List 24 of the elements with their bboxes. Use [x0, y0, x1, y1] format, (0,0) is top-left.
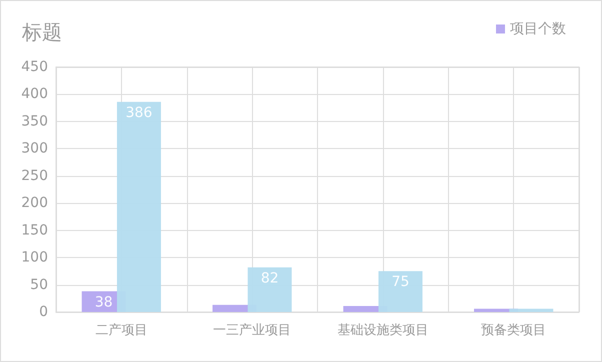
- chart-title: 标题: [21, 20, 62, 44]
- data-label: 75: [392, 274, 410, 290]
- y-tick-label: 300: [21, 140, 48, 157]
- y-tick-label: 150: [21, 222, 48, 238]
- data-label: 38: [94, 294, 113, 310]
- x-tick-label: 一三产业项目: [213, 323, 292, 338]
- bar: [248, 267, 292, 312]
- x-tick-label: 基础设施类项目: [337, 323, 428, 338]
- data-label: 82: [260, 270, 279, 286]
- y-tick-label: 450: [21, 59, 48, 75]
- y-tick-label: 50: [30, 276, 48, 293]
- bar: [509, 308, 554, 312]
- bar: [116, 102, 161, 312]
- y-tick-label: 350: [21, 113, 48, 130]
- x-tick-label: 预备类项目: [481, 323, 546, 338]
- legend-label: 项目个数: [510, 21, 566, 37]
- bar: [378, 271, 422, 312]
- y-tick-label: 0: [39, 304, 48, 320]
- y-tick-label: 200: [21, 195, 48, 212]
- y-tick-label: 400: [21, 86, 48, 102]
- data-label: 386: [126, 104, 152, 121]
- y-tick-label: 250: [21, 168, 48, 184]
- y-tick-label: 100: [21, 250, 48, 266]
- x-tick-label: 二产项目: [95, 323, 148, 338]
